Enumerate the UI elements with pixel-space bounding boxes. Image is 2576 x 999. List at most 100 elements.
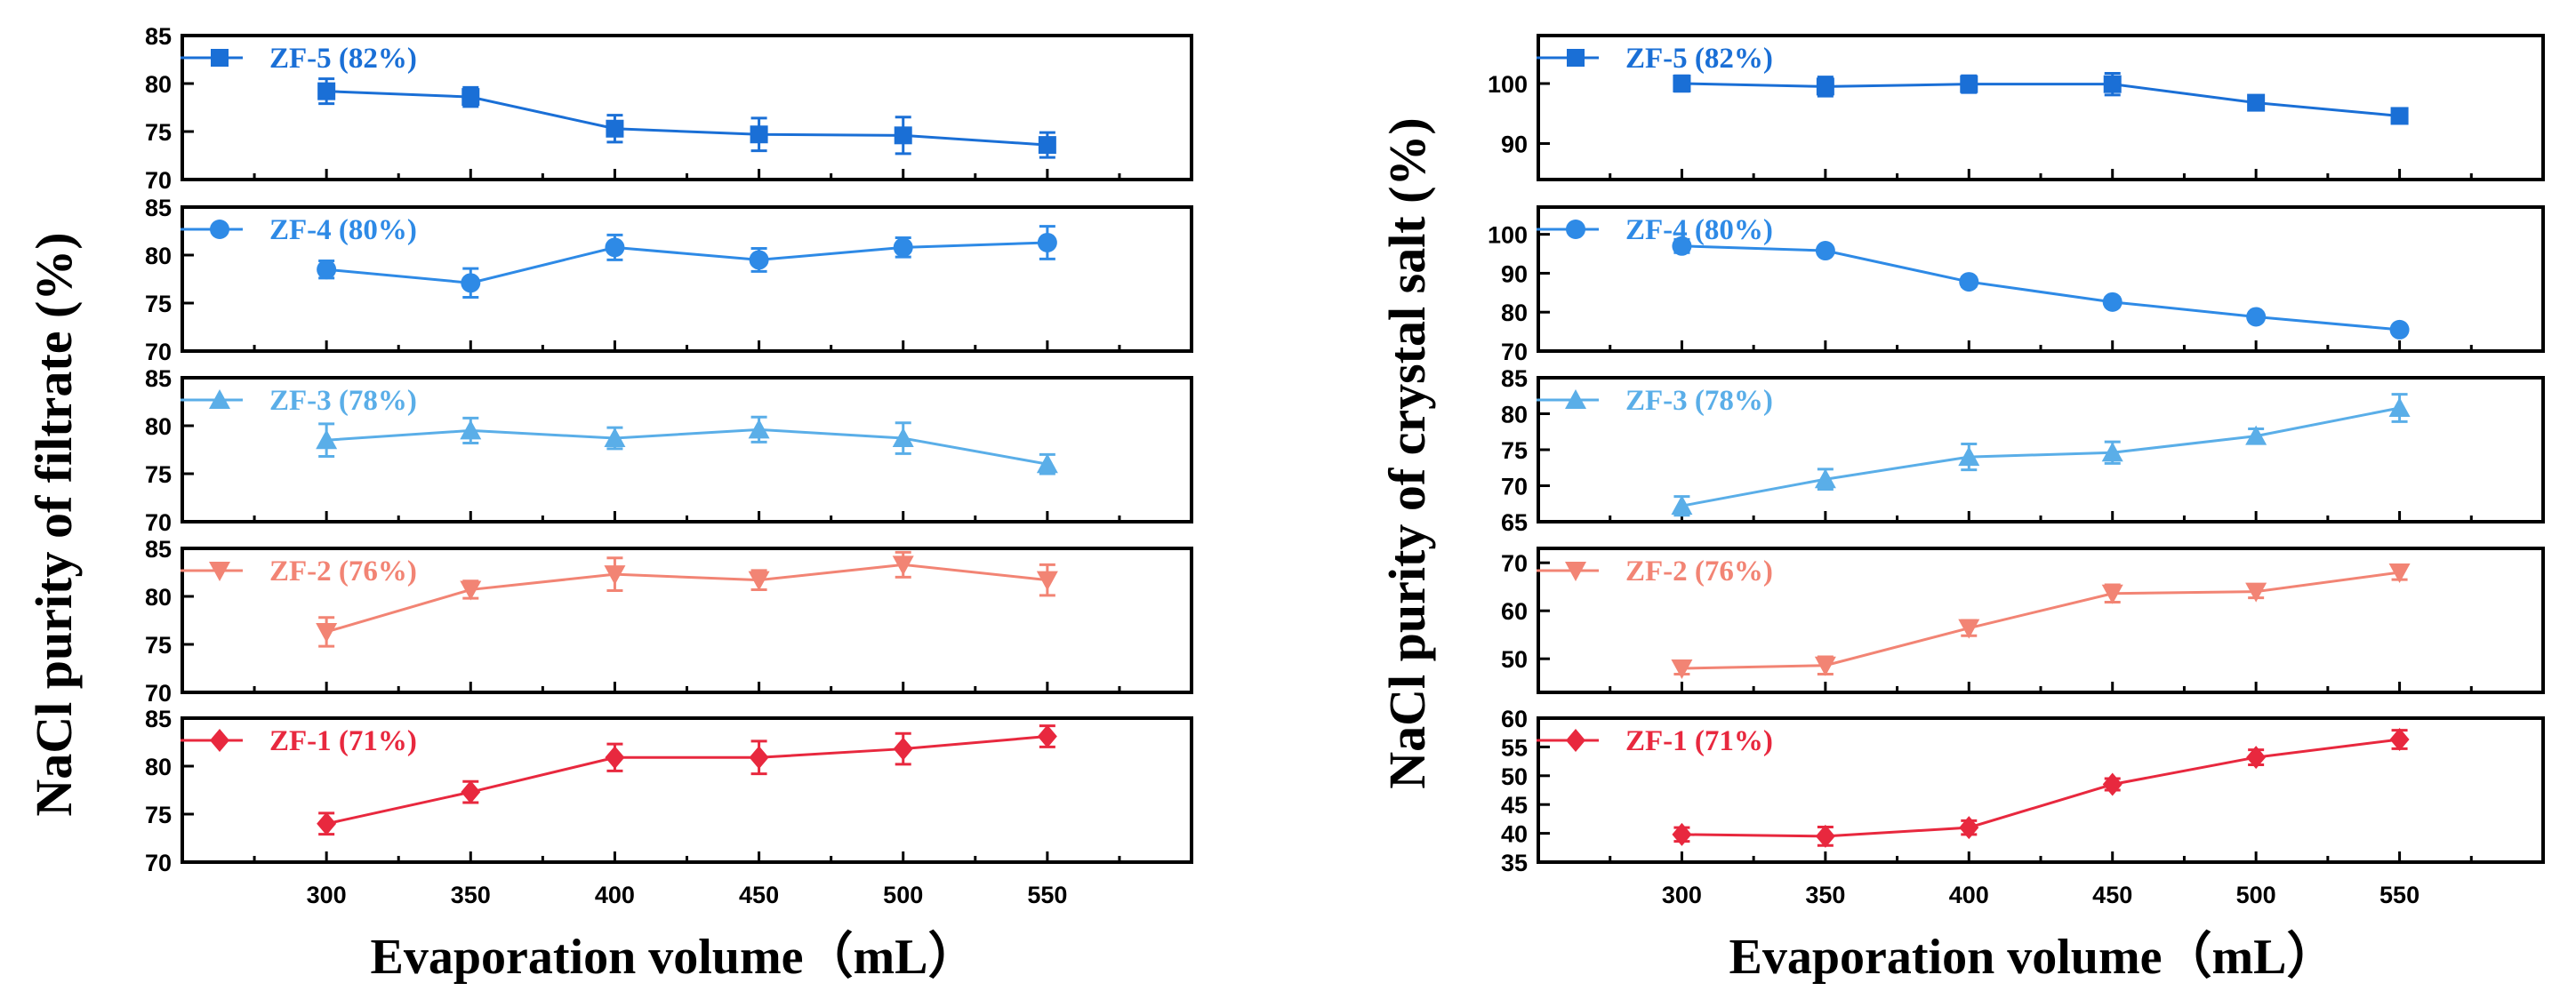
series-line xyxy=(326,90,1047,147)
x-tick-label: 500 xyxy=(883,882,923,908)
chart2-panel-3: 65 70 75 80 85 ZF-3 (78%) xyxy=(1501,365,2545,536)
data-point xyxy=(2247,93,2266,112)
y-tick-label: 70 xyxy=(1501,339,1528,365)
y-tick-label: 85 xyxy=(145,195,172,221)
series-line xyxy=(1681,738,2400,838)
plot-layer: 70 75 80 85 ZF-5 (82%) 70 75 80 85 ZF-4 (80%) 70 75… xyxy=(145,23,2545,908)
chart1-panel-5: 70 75 80 85 ZF-1 (71%) xyxy=(145,706,1193,876)
y-tick-label: 75 xyxy=(1501,437,1528,464)
y-tick-label: 75 xyxy=(145,632,172,659)
x-tick-label: 350 xyxy=(1805,882,1845,908)
y-tick-label: 70 xyxy=(145,850,172,876)
data-point xyxy=(1672,822,1692,846)
series-line xyxy=(326,241,1047,284)
left-y-axis-title: NaCl purity of filtrate (%) xyxy=(25,232,83,816)
data-point xyxy=(604,428,626,448)
legend-label: ZF-1 (71%) xyxy=(1625,725,1773,757)
legend-label: ZF-5 (82%) xyxy=(1625,43,1773,75)
data-point xyxy=(316,429,338,450)
y-tick-label: 75 xyxy=(145,461,172,488)
y-tick-label: 70 xyxy=(1501,550,1528,577)
y-tick-label: 65 xyxy=(1501,509,1528,536)
data-point xyxy=(2101,584,2123,604)
y-tick-label: 70 xyxy=(145,509,172,536)
series-line xyxy=(1681,571,2400,670)
data-point xyxy=(1037,232,1057,252)
data-point xyxy=(2389,727,2410,751)
y-tick-label: 75 xyxy=(145,119,172,146)
data-point xyxy=(1816,77,1834,96)
data-point xyxy=(893,737,913,761)
y-tick-label: 90 xyxy=(1501,132,1528,158)
legend-marker xyxy=(209,389,230,409)
x-tick-label: 550 xyxy=(1027,882,1067,908)
data-point xyxy=(604,565,626,586)
y-tick-label: 45 xyxy=(1501,792,1528,819)
data-point xyxy=(317,82,336,100)
data-point xyxy=(894,126,912,145)
data-point xyxy=(892,555,914,576)
right-y-axis-title: NaCl purity of crystal salt (%) xyxy=(1378,117,1436,789)
data-point xyxy=(605,237,625,258)
data-point xyxy=(2246,746,2267,770)
y-tick-label: 80 xyxy=(145,754,172,780)
x-tick-label: 300 xyxy=(307,882,347,908)
legend-marker xyxy=(1566,220,1585,239)
y-tick-label: 75 xyxy=(145,291,172,317)
data-point xyxy=(1815,241,1835,261)
legend-marker xyxy=(1566,729,1585,752)
data-point xyxy=(461,88,480,107)
data-point xyxy=(749,746,769,770)
data-point xyxy=(2390,107,2409,125)
chart1-panel-2: 70 75 80 85 ZF-4 (80%) xyxy=(145,195,1193,365)
y-tick-label: 50 xyxy=(1501,646,1528,673)
data-point xyxy=(1958,619,1980,639)
legend-label: ZF-1 (71%) xyxy=(269,725,417,757)
chart1-panel-4: 70 75 80 85 ZF-2 (76%) xyxy=(145,536,1193,707)
legend-marker xyxy=(209,562,230,581)
data-point xyxy=(748,419,770,439)
data-point xyxy=(1671,495,1693,515)
series-line xyxy=(1681,406,2400,507)
legend-marker xyxy=(211,49,229,67)
x-tick-label: 450 xyxy=(739,882,779,908)
data-point xyxy=(1959,816,1979,840)
series-line xyxy=(325,735,1047,826)
data-point xyxy=(2388,563,2411,583)
y-tick-label: 85 xyxy=(1501,365,1528,392)
y-tick-label: 100 xyxy=(1488,71,1528,98)
y-tick-label: 80 xyxy=(145,413,172,440)
data-point xyxy=(1815,824,1835,848)
chart2-panel-1: 90 100 ZF-5 (82%) xyxy=(1488,34,2545,181)
y-tick-label: 100 xyxy=(1488,222,1528,249)
y-tick-label: 80 xyxy=(145,584,172,611)
data-point xyxy=(750,125,768,144)
y-tick-label: 85 xyxy=(145,536,172,563)
data-point xyxy=(461,273,481,293)
legend-label: ZF-4 (80%) xyxy=(1625,214,1773,246)
data-point xyxy=(1037,724,1057,748)
legend-label: ZF-3 (78%) xyxy=(269,385,417,417)
data-point xyxy=(317,260,337,280)
y-tick-label: 80 xyxy=(1501,402,1528,428)
data-point xyxy=(1036,453,1058,474)
x-tick-label: 400 xyxy=(1949,882,1989,908)
y-tick-label: 85 xyxy=(145,365,172,392)
y-tick-label: 40 xyxy=(1501,821,1528,848)
data-point xyxy=(605,746,625,770)
right-x-axis-title: Evaporation volume（mL） xyxy=(1729,929,2337,985)
y-tick-label: 60 xyxy=(1501,598,1528,625)
data-point xyxy=(461,780,481,804)
y-tick-label: 70 xyxy=(145,339,172,365)
data-point xyxy=(1038,136,1056,155)
data-point xyxy=(2245,425,2267,445)
series-line xyxy=(326,428,1048,466)
legend-marker xyxy=(210,220,229,239)
legend-label: ZF-4 (80%) xyxy=(269,214,417,246)
data-point xyxy=(606,119,624,138)
data-point xyxy=(1814,656,1836,676)
legend-label: ZF-5 (82%) xyxy=(269,43,417,75)
data-point xyxy=(460,420,482,440)
